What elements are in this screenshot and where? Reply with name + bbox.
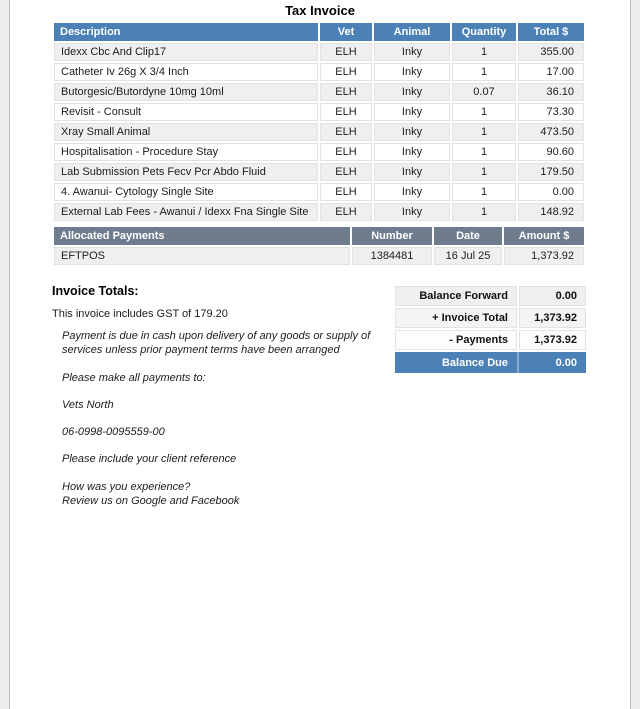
item-total-cell: 73.30 (518, 103, 584, 121)
item-row: External Lab Fees - Awanui / Idexx Fna S… (54, 203, 584, 221)
payments-label: - Payments (395, 330, 517, 350)
item-total-cell: 179.50 (518, 163, 584, 181)
client-reference-note: Please include your client reference (62, 453, 237, 466)
balance-forward-value: 0.00 (519, 286, 586, 306)
balance-due-value: 0.00 (519, 352, 586, 373)
balance-summary: Balance Forward 0.00 + Invoice Total 1,3… (395, 286, 586, 375)
item-animal-cell: Inky (374, 183, 450, 201)
item-animal-cell: Inky (374, 63, 450, 81)
bank-account-number: 06-0998-0095559-00 (62, 426, 165, 439)
invoice-total-value: 1,373.92 (519, 308, 586, 328)
item-total-cell: 0.00 (518, 183, 584, 201)
invoice-totals-section: Invoice Totals: This invoice includes GS… (52, 284, 397, 521)
items-header-quantity: Quantity (452, 23, 516, 41)
payment-row: EFTPOS 1384481 16 Jul 25 1,373.92 (54, 247, 584, 265)
item-vet-cell: ELH (320, 203, 372, 221)
item-quantity-cell: 1 (452, 143, 516, 161)
balance-due-label: Balance Due (395, 352, 517, 373)
item-quantity-cell: 1 (452, 63, 516, 81)
payments-value: 1,373.92 (519, 330, 586, 350)
invoice-total-row: + Invoice Total 1,373.92 (395, 308, 586, 328)
payments-to-note: Please make all payments to: (62, 371, 206, 384)
balance-due-row: Balance Due 0.00 (395, 352, 586, 373)
item-quantity-cell: 1 (452, 203, 516, 221)
item-vet-cell: ELH (320, 103, 372, 121)
items-header-animal: Animal (374, 23, 450, 41)
item-quantity-cell: 1 (452, 43, 516, 61)
item-row: Revisit - Consult ELH Inky 1 73.30 (54, 103, 584, 121)
item-vet-cell: ELH (320, 143, 372, 161)
invoice-items-table: Description Vet Animal Quantity Total $ … (52, 21, 586, 223)
item-row: Lab Submission Pets Fecv Pcr Abdo Fluid … (54, 163, 584, 181)
allocated-payments-table: Allocated Payments Number Date Amount $ … (52, 225, 586, 267)
payment-terms-note: Payment is due in cash upon delivery of … (62, 330, 371, 357)
balance-forward-label: Balance Forward (395, 286, 517, 306)
item-row: Butorgesic/Butordyne 10mg 10ml ELH Inky … (54, 83, 584, 101)
item-vet-cell: ELH (320, 163, 372, 181)
item-total-cell: 355.00 (518, 43, 584, 61)
item-animal-cell: Inky (374, 163, 450, 181)
item-row: 4. Awanui- Cytology Single Site ELH Inky… (54, 183, 584, 201)
gst-line: This invoice includes GST of 179.20 (52, 308, 228, 320)
item-animal-cell: Inky (374, 123, 450, 141)
payments-header-label: Allocated Payments (54, 227, 350, 245)
item-animal-cell: Inky (374, 103, 450, 121)
item-row: Xray Small Animal ELH Inky 1 473.50 (54, 123, 584, 141)
item-quantity-cell: 1 (452, 103, 516, 121)
payment-number-cell: 1384481 (352, 247, 432, 265)
payment-amount-cell: 1,373.92 (504, 247, 584, 265)
item-description-cell: Butorgesic/Butordyne 10mg 10ml (54, 83, 318, 101)
items-header-row: Description Vet Animal Quantity Total $ (54, 23, 584, 41)
item-total-cell: 148.92 (518, 203, 584, 221)
payments-header-number: Number (352, 227, 432, 245)
item-description-cell: Idexx Cbc And Clip17 (54, 43, 318, 61)
payment-method-cell: EFTPOS (54, 247, 350, 265)
item-animal-cell: Inky (374, 43, 450, 61)
item-quantity-cell: 0.07 (452, 83, 516, 101)
payments-row: - Payments 1,373.92 (395, 330, 586, 350)
item-row: Idexx Cbc And Clip17 ELH Inky 1 355.00 (54, 43, 584, 61)
item-vet-cell: ELH (320, 43, 372, 61)
item-total-cell: 36.10 (518, 83, 584, 101)
item-description-cell: External Lab Fees - Awanui / Idexx Fna S… (54, 203, 318, 221)
item-quantity-cell: 1 (452, 183, 516, 201)
item-total-cell: 17.00 (518, 63, 584, 81)
payments-header-amount: Amount $ (504, 227, 584, 245)
item-animal-cell: Inky (374, 203, 450, 221)
payments-header-row: Allocated Payments Number Date Amount $ (54, 227, 584, 245)
item-description-cell: Xray Small Animal (54, 123, 318, 141)
item-description-cell: Lab Submission Pets Fecv Pcr Abdo Fluid (54, 163, 318, 181)
item-quantity-cell: 1 (452, 123, 516, 141)
item-animal-cell: Inky (374, 83, 450, 101)
item-vet-cell: ELH (320, 183, 372, 201)
item-quantity-cell: 1 (452, 163, 516, 181)
item-description-cell: Catheter Iv 26g X 3/4 Inch (54, 63, 318, 81)
items-header-description: Description (54, 23, 318, 41)
payment-date-cell: 16 Jul 25 (434, 247, 502, 265)
item-animal-cell: Inky (374, 143, 450, 161)
item-vet-cell: ELH (320, 83, 372, 101)
item-description-cell: 4. Awanui- Cytology Single Site (54, 183, 318, 201)
item-vet-cell: ELH (320, 123, 372, 141)
balance-forward-row: Balance Forward 0.00 (395, 286, 586, 306)
invoice-totals-heading: Invoice Totals: (52, 284, 139, 298)
item-description-cell: Hospitalisation - Procedure Stay (54, 143, 318, 161)
payments-header-date: Date (434, 227, 502, 245)
page-title: Tax Invoice (285, 3, 355, 18)
item-description-cell: Revisit - Consult (54, 103, 318, 121)
item-row: Catheter Iv 26g X 3/4 Inch ELH Inky 1 17… (54, 63, 584, 81)
review-prompt: Review us on Google and Facebook (62, 495, 240, 508)
experience-question: How was you experience? (62, 480, 191, 493)
item-row: Hospitalisation - Procedure Stay ELH Ink… (54, 143, 584, 161)
item-total-cell: 473.50 (518, 123, 584, 141)
item-total-cell: 90.60 (518, 143, 584, 161)
payee-name: Vets North (62, 398, 114, 411)
items-header-total: Total $ (518, 23, 584, 41)
item-vet-cell: ELH (320, 63, 372, 81)
items-header-vet: Vet (320, 23, 372, 41)
invoice-total-label: + Invoice Total (395, 308, 517, 328)
